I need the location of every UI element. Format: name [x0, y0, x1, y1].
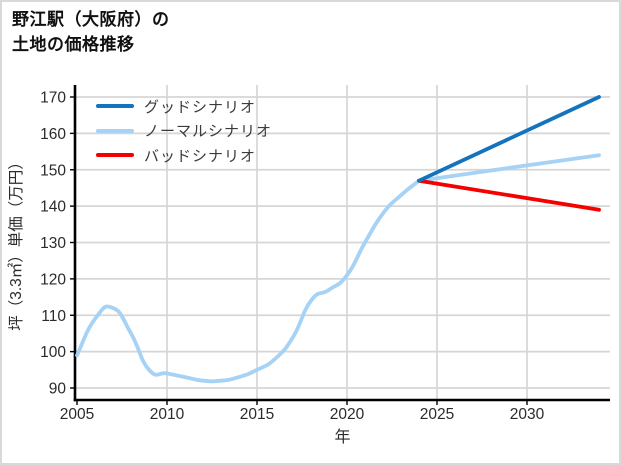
series-line-価格推移（実績） — [75, 178, 421, 384]
x-tick-label: 2030 — [510, 406, 545, 423]
legend-label: バッドシナリオ — [144, 147, 257, 165]
series-line-グッドシナリオ — [417, 95, 601, 183]
y-tick-label: 140 — [40, 199, 66, 216]
y-tick-label: 90 — [49, 381, 67, 398]
y-tick-label: 110 — [41, 308, 66, 325]
x-tick-label: 2025 — [420, 406, 454, 423]
legend-line-swatch-icon — [96, 153, 134, 158]
chart-legend: グッドシナリオ ノーマルシナリオ バッドシナリオ — [96, 94, 272, 168]
chart-title-line1: 野江駅（大阪府）の — [12, 10, 170, 29]
legend-line-swatch-icon — [96, 128, 134, 133]
legend-item: ノーマルシナリオ — [96, 119, 272, 144]
y-tick-label: 150 — [40, 162, 66, 179]
y-axis-title: 坪（3.3㎡）単価（万円） — [7, 154, 25, 331]
x-tick-label: 2010 — [150, 406, 185, 423]
legend-line-swatch-icon — [96, 104, 134, 109]
chart-title: 野江駅（大阪府）の 土地の価格推移 — [12, 7, 170, 57]
legend-label: ノーマルシナリオ — [144, 123, 273, 141]
y-tick-label: 100 — [40, 344, 66, 361]
series-line-ノーマルシナリオ — [417, 153, 601, 183]
legend-label: グッドシナリオ — [144, 98, 257, 116]
y-tick-label: 120 — [40, 271, 66, 288]
legend-item: バッドシナリオ — [96, 143, 272, 168]
x-axis-title: 年 — [334, 428, 350, 446]
chart-title-line2: 土地の価格推移 — [12, 35, 135, 54]
y-tick-label: 170 — [40, 90, 66, 107]
series-line-バッドシナリオ — [417, 178, 601, 212]
y-tick-label: 130 — [40, 235, 66, 252]
x-tick-label: 2005 — [60, 406, 94, 423]
y-tick-label: 160 — [40, 126, 66, 143]
x-tick-label: 2020 — [330, 406, 365, 423]
x-tick-label: 2015 — [240, 406, 274, 423]
legend-item: グッドシナリオ — [96, 94, 272, 119]
